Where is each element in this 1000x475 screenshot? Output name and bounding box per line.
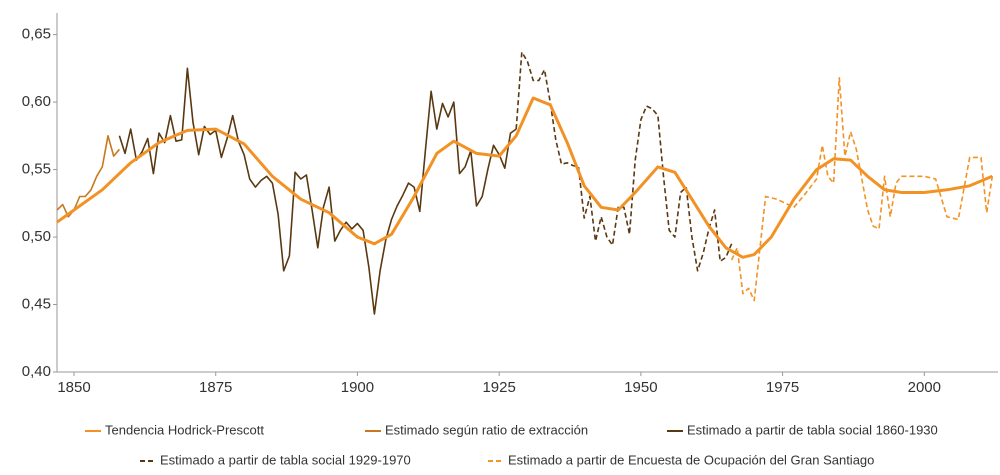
x-tick-label: 1850 [57, 379, 90, 396]
x-tick-label: 2000 [908, 379, 941, 396]
series-line [56, 135, 121, 218]
x-tick-label: 1975 [766, 379, 799, 396]
series-line [730, 77, 994, 302]
y-tick-label: 0,45 [22, 295, 51, 312]
legend-label: Tendencia Hodrick-Prescott [105, 422, 264, 437]
legend-label: Estimado según ratio de extracción [385, 422, 588, 437]
x-tick-label: 1925 [482, 379, 515, 396]
y-tick-label: 0,65 [22, 26, 51, 43]
y-tick-label: 0,50 [22, 228, 51, 245]
legend-label: Estimado a partir de tabla social 1929-1… [160, 452, 411, 467]
series-line [515, 51, 733, 272]
x-tick-label: 1875 [199, 379, 232, 396]
y-tick-label: 0,55 [22, 161, 51, 178]
x-tick-label: 1900 [341, 379, 374, 396]
x-tick-label: 1950 [624, 379, 657, 396]
y-tick-label: 0,40 [22, 363, 51, 380]
series-line [56, 96, 993, 259]
series-line [118, 67, 517, 315]
y-tick-label: 0,60 [22, 93, 51, 110]
legend-label: Estimado a partir de Encuesta de Ocupaci… [508, 452, 874, 467]
legend-label: Estimado a partir de tabla social 1860-1… [687, 422, 938, 437]
